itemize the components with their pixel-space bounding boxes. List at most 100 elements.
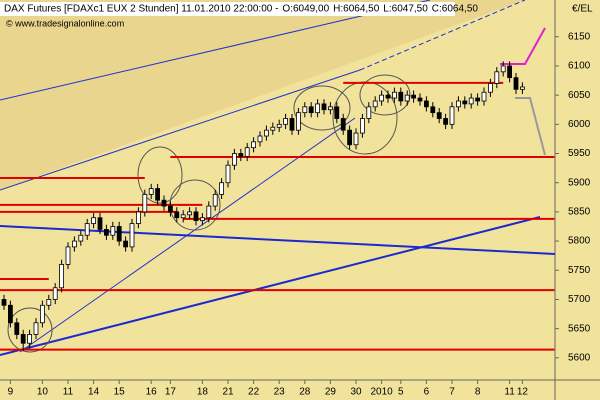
y-tick-label: 5950 [568, 148, 591, 159]
candle-body [59, 264, 64, 289]
candle-body [500, 65, 506, 73]
x-tick-label: 28 [299, 387, 311, 398]
trend-line [0, 216, 541, 356]
candle-body [302, 106, 308, 114]
candle-body [155, 188, 161, 201]
ohlc-label: O:6049,00 [282, 4, 329, 15]
y-tick-label: 5800 [568, 236, 591, 247]
candle-body [366, 106, 372, 119]
y-tick-label: 5650 [568, 323, 591, 334]
candle-body [404, 94, 410, 102]
candle-body [142, 193, 148, 213]
candle-body [104, 229, 109, 236]
x-tick-label: 2010 [370, 387, 393, 398]
candle-body [110, 226, 116, 236]
candle-body [276, 123, 282, 128]
candle-body [507, 65, 513, 79]
candle-body [238, 153, 244, 157]
candle-body [219, 182, 225, 195]
candle-body [513, 77, 519, 90]
candle-body [334, 106, 340, 119]
header-box [0, 2, 455, 16]
candle-body [289, 118, 295, 131]
y-tick-label: 6000 [568, 119, 591, 130]
trend-line [0, 225, 556, 255]
upper-region [0, 0, 525, 190]
candle-body [251, 141, 257, 149]
circle-marker [7, 307, 53, 353]
y-tick-label: 6100 [568, 61, 591, 72]
candle-body [391, 91, 397, 99]
candle-body [257, 135, 263, 143]
x-tick-label: 10 [37, 387, 49, 398]
candle-body [123, 240, 128, 248]
candle-body [283, 118, 289, 125]
ohlc-label: L:6047,50 [383, 4, 428, 15]
y-tick-label: 5700 [568, 294, 591, 305]
candle-body [148, 188, 154, 195]
x-tick-label: 8 [475, 387, 481, 398]
y-tick-label: 5600 [568, 352, 591, 363]
candle-body [72, 240, 77, 248]
candle-body [385, 94, 391, 99]
candle-body [359, 118, 365, 134]
x-tick-label: 21 [222, 387, 234, 398]
candle-body [520, 86, 525, 90]
candle-body [423, 100, 429, 108]
candle-body [225, 164, 231, 184]
x-tick-label: 14 [88, 387, 100, 398]
candle-body [347, 129, 353, 146]
copyright: © www.tradesignalonline.com [6, 18, 124, 28]
x-tick-label: 6 [424, 387, 430, 398]
candle-body [46, 299, 52, 306]
candle-body [308, 106, 314, 114]
candle-body [78, 234, 84, 242]
candle-body [327, 106, 333, 111]
x-tick-label: 11 [63, 387, 74, 398]
candle-body [487, 83, 493, 93]
candle-body [40, 304, 45, 324]
x-tick-label: 30 [350, 387, 362, 398]
circle-marker [359, 74, 411, 116]
y-tick-label: 5900 [568, 177, 591, 188]
x-tick-label: 15 [114, 387, 126, 398]
candle-body [135, 211, 141, 224]
x-tick-label: 29 [325, 387, 337, 398]
x-tick-label: 17 [165, 387, 177, 398]
candle-body [97, 217, 103, 230]
candle-body [449, 106, 455, 125]
projection-down [515, 97, 546, 156]
candle-body [411, 94, 417, 99]
candle-body [398, 91, 404, 102]
candle-body [212, 193, 218, 207]
y-tick-label: 6150 [568, 31, 591, 42]
candle-body [7, 304, 13, 324]
candle-body [417, 97, 423, 102]
x-tick-label: 5 [398, 387, 404, 398]
candle-body [174, 211, 180, 219]
circle-marker [137, 146, 183, 204]
candle-body [199, 217, 205, 222]
candle-body [206, 205, 212, 219]
candle-body [462, 100, 468, 105]
candle-body [1, 299, 7, 306]
candle-body [193, 211, 199, 222]
candle-body [161, 199, 167, 207]
candle-body [436, 112, 442, 119]
x-tick-label: 16 [146, 387, 158, 398]
x-tick-label: 18 [197, 387, 209, 398]
candle-body [129, 223, 135, 248]
x-tick-label: 12 [517, 387, 529, 398]
candle-body [372, 100, 378, 108]
candle-body [455, 100, 461, 108]
candle-body [180, 214, 186, 219]
candle-body [116, 226, 122, 242]
candle-body [33, 322, 39, 335]
candle-body [65, 246, 71, 265]
x-tick-label: 11 [504, 387, 515, 398]
candle-body [270, 126, 276, 131]
trend-line [0, 0, 431, 101]
axis-unit: €/EL [572, 4, 593, 15]
candle-body [443, 118, 449, 125]
